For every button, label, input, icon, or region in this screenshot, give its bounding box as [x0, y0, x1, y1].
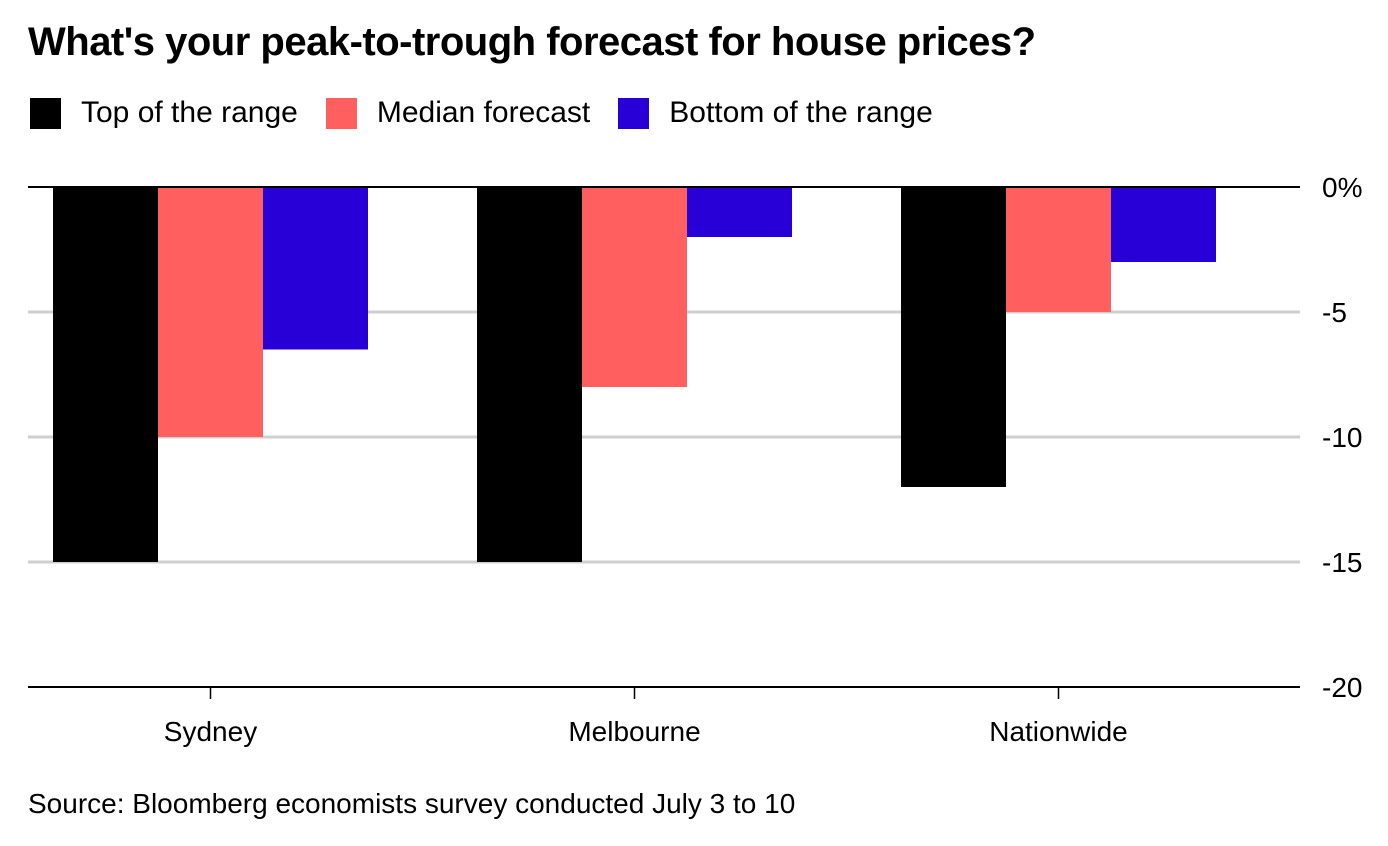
- bar-sydney-top-of-the-range: [53, 187, 158, 562]
- legend-swatch-median-forecast: [325, 97, 357, 129]
- x-tick-label: Nationwide: [989, 716, 1128, 747]
- x-tick-label: Melbourne: [568, 716, 700, 747]
- legend-swatch-bottom-of-range: [618, 97, 650, 129]
- legend: Top of the range Median forecast Bottom …: [30, 96, 961, 130]
- bar-nationwide-median-forecast: [1006, 187, 1111, 312]
- bar-nationwide-top-of-the-range: [901, 187, 1006, 487]
- axes: [28, 186, 1300, 699]
- legend-item-bottom-of-range: Bottom of the range: [618, 96, 933, 130]
- y-tick-label: -20: [1322, 672, 1362, 703]
- y-tick-label: -5: [1322, 297, 1347, 328]
- legend-label-top-of-range: Top of the range: [81, 96, 298, 129]
- legend-item-top-of-range: Top of the range: [30, 96, 298, 130]
- bar-nationwide-bottom-of-the-range: [1111, 187, 1216, 262]
- bar-melbourne-top-of-the-range: [477, 187, 582, 562]
- legend-swatch-top-of-range: [30, 97, 61, 129]
- bar-sydney-median-forecast: [158, 187, 263, 437]
- legend-label-median-forecast: Median forecast: [376, 96, 591, 129]
- bar-melbourne-median-forecast: [582, 187, 687, 387]
- legend-label-bottom-of-range: Bottom of the range: [669, 96, 933, 129]
- y-axis-labels: 0% -5 -10 -15 -20: [1322, 172, 1362, 703]
- x-tick-label: Sydney: [164, 716, 257, 747]
- bar-sydney-bottom-of-the-range: [263, 187, 368, 350]
- bars: [53, 187, 1216, 562]
- y-tick-label: 0%: [1322, 172, 1362, 203]
- source-note: Source: Bloomberg economists survey cond…: [28, 788, 796, 819]
- legend-item-median-forecast: Median forecast: [325, 96, 591, 130]
- x-axis-labels: Sydney Melbourne Nationwide: [164, 716, 1128, 747]
- bar-melbourne-bottom-of-the-range: [687, 187, 792, 237]
- y-tick-label: -10: [1322, 422, 1362, 453]
- y-tick-label: -15: [1322, 547, 1362, 578]
- chart-title: What's your peak-to-trough forecast for …: [28, 20, 1036, 64]
